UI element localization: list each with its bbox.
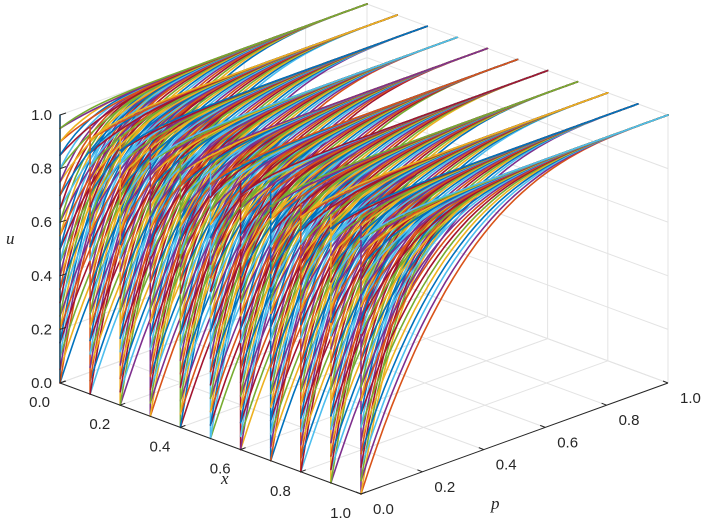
grid-line [300,360,608,473]
solution-curve [149,36,459,163]
x-tick-label: 1.0 [330,505,351,522]
x-tick-label: 0.6 [210,461,231,478]
tick-labels: 0.0 0.2 0.4 0.6 0.8 1.0 0.0 0.2 0.4 0.6 0.8 1.0 0.0 0… [29,107,701,522]
y-tick-label: 0.2 [434,479,455,496]
x-tick-mark [360,491,367,495]
axes-box [59,115,669,495]
x-tick-mark [120,402,126,406]
z-axis-label: u [6,229,15,248]
solution-curve [360,114,669,241]
y-tick-label: 0.8 [619,412,640,429]
z-tick-mark [59,166,67,170]
x-tick-label: 0.8 [270,483,291,500]
y-tick-mark [601,402,607,406]
y-tick-label: 1.0 [680,390,701,407]
y-tick-mark [478,447,484,451]
x-tick-mark [180,424,186,428]
z-tick-label: 0.2 [31,321,52,338]
y-tick-label: 0.0 [373,501,394,518]
solution-curve [179,47,489,174]
x-tick-mark [240,447,246,451]
solution-curve [269,80,579,207]
solution-curve [89,14,398,141]
solution-curve [59,3,368,130]
x-tick-label: 0.4 [150,438,171,455]
y-tick-mark [540,424,546,428]
y-axis-label: p [490,494,500,513]
x-tick-mark [59,380,66,384]
solution-curve [330,103,639,230]
solution-curve [209,58,519,185]
z-tick-label: 0.6 [31,214,52,231]
z-tick-label: 0.0 [31,375,52,392]
x-tick-label: 0.2 [89,416,110,433]
y-tick-label: 0.4 [496,457,517,474]
y-axis-line [360,382,669,495]
z-tick-mark [59,219,67,223]
y-tick-mark [355,491,362,495]
y-tick-mark [662,380,669,384]
z-tick-label: 1.0 [31,107,52,124]
y-tick-label: 0.6 [557,434,578,451]
grid-line [240,338,548,451]
x-axis-label: x [220,469,229,488]
solution-curve [239,69,549,196]
z-tick-label: 0.4 [31,268,52,285]
grid-line [366,271,669,384]
z-tick-mark [59,273,67,277]
x-axis-line [59,382,362,495]
x-tick-mark [300,469,306,473]
grid-line [366,164,669,277]
solution-curve [119,25,428,152]
z-tick-mark [59,326,67,330]
solution-curve [300,92,609,218]
x-tick-label: 0.0 [29,394,50,411]
y-tick-mark [417,469,423,473]
curve-family [59,3,669,495]
z-tick-mark [59,112,67,116]
z-tick-label: 0.8 [31,161,52,178]
